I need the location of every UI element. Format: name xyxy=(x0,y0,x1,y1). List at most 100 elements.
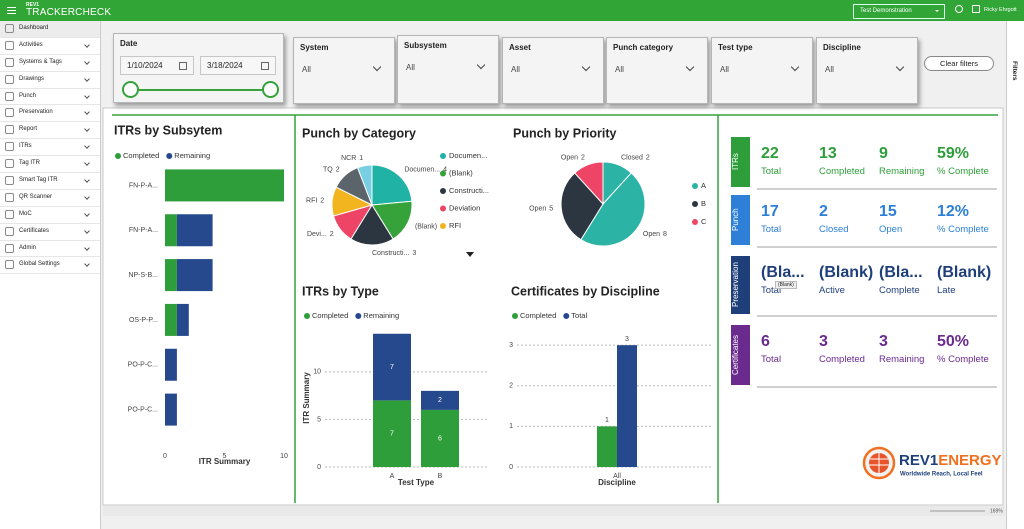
x-axis-label: Discipline xyxy=(598,478,636,487)
kpi-label: Closed xyxy=(819,224,849,235)
menu-button[interactable] xyxy=(7,7,16,14)
filter-dropdown[interactable]: Subsystem All xyxy=(397,35,499,104)
kpi-value: 3 xyxy=(819,333,828,350)
filter-dropdown[interactable]: Test type All xyxy=(711,37,813,104)
nav-item[interactable]: Tag ITR xyxy=(0,156,100,174)
kpi-separator xyxy=(757,188,997,190)
nav-item[interactable]: Drawings xyxy=(0,72,100,89)
nav-item[interactable]: Activities xyxy=(0,38,100,55)
legend-scroll[interactable] xyxy=(466,252,474,257)
nav-label: Dashboard xyxy=(19,25,49,31)
y-tick-label: PO-P-C... xyxy=(128,406,158,413)
nav-item[interactable]: QR Scanner xyxy=(0,190,100,207)
x-tick-label: 5 xyxy=(223,453,227,460)
kpi-value: 3 xyxy=(879,333,888,350)
kpi-label: Complete xyxy=(879,285,920,296)
nav-item[interactable]: Smart Tag ITR xyxy=(0,173,100,190)
kpi-value: 50% xyxy=(937,333,970,350)
nav-label: Report xyxy=(19,126,38,133)
y-tick-label: FN-P-A... xyxy=(129,182,158,189)
nav-label: Smart Tag ITR xyxy=(19,177,58,184)
slice-name: Closed xyxy=(621,154,643,161)
legend-swatch xyxy=(355,313,362,319)
filter-dropdown[interactable]: Asset All xyxy=(502,37,604,104)
legend-label: Completed xyxy=(520,311,556,320)
user-icon[interactable] xyxy=(972,5,980,13)
slice-value: 1 xyxy=(359,155,363,162)
legend-swatch xyxy=(692,201,698,207)
filter-chevron xyxy=(895,62,905,72)
bar-segment xyxy=(176,259,213,292)
kpi-label: % Complete xyxy=(937,166,989,177)
slider-handle[interactable] xyxy=(262,81,279,98)
legend-label: (Blank) xyxy=(449,168,473,177)
legend-swatch xyxy=(440,153,446,159)
y-tick-label: PO-P-C... xyxy=(128,362,158,369)
clear-filters[interactable]: Clear filters xyxy=(924,56,994,71)
slice-value: 2 xyxy=(581,154,585,161)
canvas-bg xyxy=(102,107,1004,506)
x-tick-label: B xyxy=(438,473,443,480)
kpi-label: Total xyxy=(761,285,782,296)
filter-value: All xyxy=(302,65,311,74)
brand: REV1 xyxy=(26,2,40,8)
filter-dropdown[interactable]: Punch category All xyxy=(606,37,708,104)
nav-icon xyxy=(5,226,14,236)
chart-title: Punch by Priority xyxy=(513,126,617,140)
nav-item[interactable]: Admin xyxy=(0,241,100,258)
nav-item[interactable]: Punch xyxy=(0,89,100,106)
nav-label: Activities xyxy=(19,41,43,48)
nav-item[interactable]: ITRs xyxy=(0,139,100,157)
user-name: Ricky Ehrgott xyxy=(984,7,1017,13)
settings-icon[interactable] xyxy=(955,5,963,13)
nav-icon xyxy=(5,91,14,101)
filter-value: All xyxy=(511,65,520,74)
nav-icon xyxy=(5,74,14,84)
nav-label: Systems & Tags xyxy=(19,58,62,65)
y-tick-label: 10 xyxy=(313,369,321,376)
date-end[interactable]: 3/18/2024 xyxy=(200,56,276,75)
kpi-separator xyxy=(757,386,997,388)
nav-icon xyxy=(5,209,14,219)
slice-label: Constructi... 3 xyxy=(372,250,416,257)
legend-swatch xyxy=(304,313,310,319)
y-tick-label: 3 xyxy=(509,342,513,349)
pie-slice xyxy=(560,172,604,241)
filter-pane[interactable]: Filters xyxy=(1006,21,1024,529)
filter-dropdown[interactable]: System All xyxy=(293,37,395,104)
slice-value: 2 xyxy=(320,197,324,204)
nav-item[interactable]: Systems & Tags xyxy=(0,55,100,72)
slice-value: 2 xyxy=(646,154,650,161)
filter-dropdown[interactable]: Discipline All xyxy=(816,37,918,104)
nav-icon xyxy=(5,243,14,253)
bar-segment xyxy=(165,169,284,202)
legend-swatch xyxy=(692,183,698,189)
nav-item[interactable]: Preservation xyxy=(0,105,100,123)
nav-item[interactable]: MoC xyxy=(0,207,100,224)
bar-segment xyxy=(597,426,617,467)
nav-icon xyxy=(5,57,14,67)
project-select[interactable]: Test Demonstration xyxy=(853,4,945,19)
kpi-value: (Blank) xyxy=(937,264,992,281)
nav-label: Admin xyxy=(19,244,37,251)
nav-item[interactable]: Global Settings xyxy=(0,257,100,275)
pie-slice xyxy=(356,164,373,206)
slice-name: TQ xyxy=(323,166,333,173)
filter-pane-label: Filters xyxy=(1011,61,1018,81)
y-axis-label: ITR Summary xyxy=(302,372,311,424)
kpi-value: 2 xyxy=(819,203,828,220)
slice-name: RFI xyxy=(306,197,317,204)
slice-name: Constructi... xyxy=(372,250,409,257)
nav-item[interactable]: Report xyxy=(0,122,100,140)
pie-slice xyxy=(573,161,604,206)
slice-label: Documen... 4 xyxy=(404,166,447,173)
nav-icon xyxy=(5,142,14,152)
kpi-section-tab: Preservation xyxy=(731,256,750,314)
kpi-value: 12% xyxy=(937,203,970,220)
date-start[interactable]: 1/10/2024 xyxy=(120,56,194,75)
nav-item[interactable]: Certificates xyxy=(0,224,100,241)
slider-handle[interactable] xyxy=(122,81,139,98)
nav-item[interactable]: Dashboard xyxy=(0,21,100,38)
sidebar: Dashboard Activities Systems & Tags Drawing… xyxy=(0,21,101,529)
slice-name: Open xyxy=(529,205,546,212)
